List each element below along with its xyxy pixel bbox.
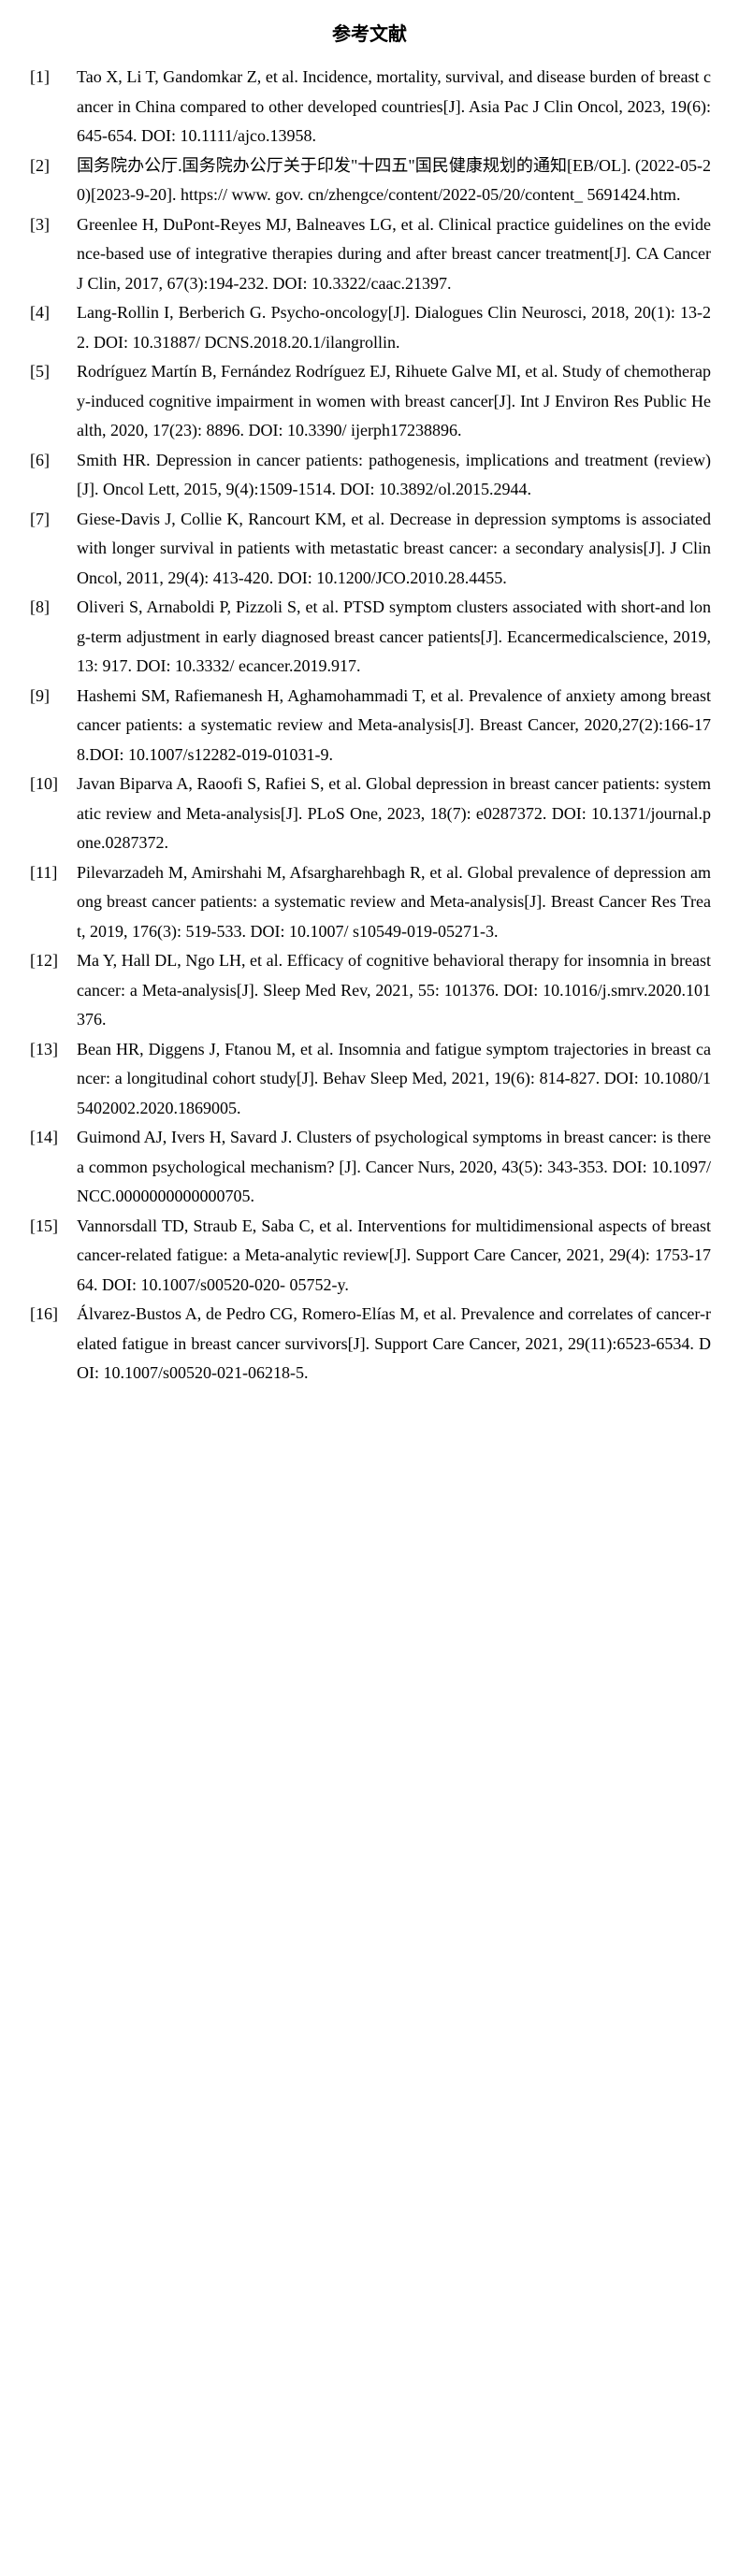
reference-number: [6] [28,446,77,505]
reference-text: 国务院办公厅.国务院办公厅关于印发"十四五"国民健康规划的通知[EB/OL]. … [77,151,711,210]
reference-text: Javan Biparva A, Raoofi S, Rafiei S, et … [77,770,711,858]
reference-text: Rodríguez Martín B, Fernández Rodríguez … [77,357,711,446]
references-list: [1] Tao X, Li T, Gandomkar Z, et al. Inc… [28,63,711,1389]
reference-number: [8] [28,593,77,682]
reference-text: Hashemi SM, Rafiemanesh H, Aghamohammadi… [77,682,711,770]
reference-number: [13] [28,1035,77,1124]
reference-item: [5] Rodríguez Martín B, Fernández Rodríg… [28,357,711,446]
reference-number: [10] [28,770,77,858]
reference-text: Oliveri S, Arnaboldi P, Pizzoli S, et al… [77,593,711,682]
reference-number: [15] [28,1212,77,1301]
reference-item: [1] Tao X, Li T, Gandomkar Z, et al. Inc… [28,63,711,151]
reference-item: [11] Pilevarzadeh M, Amirshahi M, Afsarg… [28,858,711,947]
reference-number: [2] [28,151,77,210]
reference-item: [12] Ma Y, Hall DL, Ngo LH, et al. Effic… [28,946,711,1035]
reference-number: [14] [28,1123,77,1212]
reference-number: [16] [28,1300,77,1389]
reference-number: [1] [28,63,77,151]
reference-item: [16] Álvarez-Bustos A, de Pedro CG, Rome… [28,1300,711,1389]
reference-text: Giese-Davis J, Collie K, Rancourt KM, et… [77,505,711,594]
reference-number: [7] [28,505,77,594]
reference-text: Ma Y, Hall DL, Ngo LH, et al. Efficacy o… [77,946,711,1035]
reference-item: [15] Vannorsdall TD, Straub E, Saba C, e… [28,1212,711,1301]
reference-number: [9] [28,682,77,770]
reference-item: [14] Guimond AJ, Ivers H, Savard J. Clus… [28,1123,711,1212]
reference-text: Álvarez-Bustos A, de Pedro CG, Romero-El… [77,1300,711,1389]
reference-text: Lang-Rollin I, Berberich G. Psycho-oncol… [77,298,711,357]
reference-text: Pilevarzadeh M, Amirshahi M, Afsarghareh… [77,858,711,947]
reference-item: [10] Javan Biparva A, Raoofi S, Rafiei S… [28,770,711,858]
reference-text: Smith HR. Depression in cancer patients:… [77,446,711,505]
reference-number: [3] [28,210,77,299]
references-title: 参考文献 [28,19,711,46]
reference-number: [4] [28,298,77,357]
reference-number: [11] [28,858,77,947]
reference-number: [5] [28,357,77,446]
reference-item: [6] Smith HR. Depression in cancer patie… [28,446,711,505]
reference-item: [8] Oliveri S, Arnaboldi P, Pizzoli S, e… [28,593,711,682]
reference-text: Bean HR, Diggens J, Ftanou M, et al. Ins… [77,1035,711,1124]
reference-text: Tao X, Li T, Gandomkar Z, et al. Inciden… [77,63,711,151]
reference-item: [2] 国务院办公厅.国务院办公厅关于印发"十四五"国民健康规划的通知[EB/O… [28,151,711,210]
reference-item: [13] Bean HR, Diggens J, Ftanou M, et al… [28,1035,711,1124]
reference-item: [4] Lang-Rollin I, Berberich G. Psycho-o… [28,298,711,357]
reference-text: Vannorsdall TD, Straub E, Saba C, et al.… [77,1212,711,1301]
reference-number: [12] [28,946,77,1035]
reference-text: Greenlee H, DuPont-Reyes MJ, Balneaves L… [77,210,711,299]
reference-item: [9] Hashemi SM, Rafiemanesh H, Aghamoham… [28,682,711,770]
reference-item: [7] Giese-Davis J, Collie K, Rancourt KM… [28,505,711,594]
reference-text: Guimond AJ, Ivers H, Savard J. Clusters … [77,1123,711,1212]
reference-item: [3] Greenlee H, DuPont-Reyes MJ, Balneav… [28,210,711,299]
